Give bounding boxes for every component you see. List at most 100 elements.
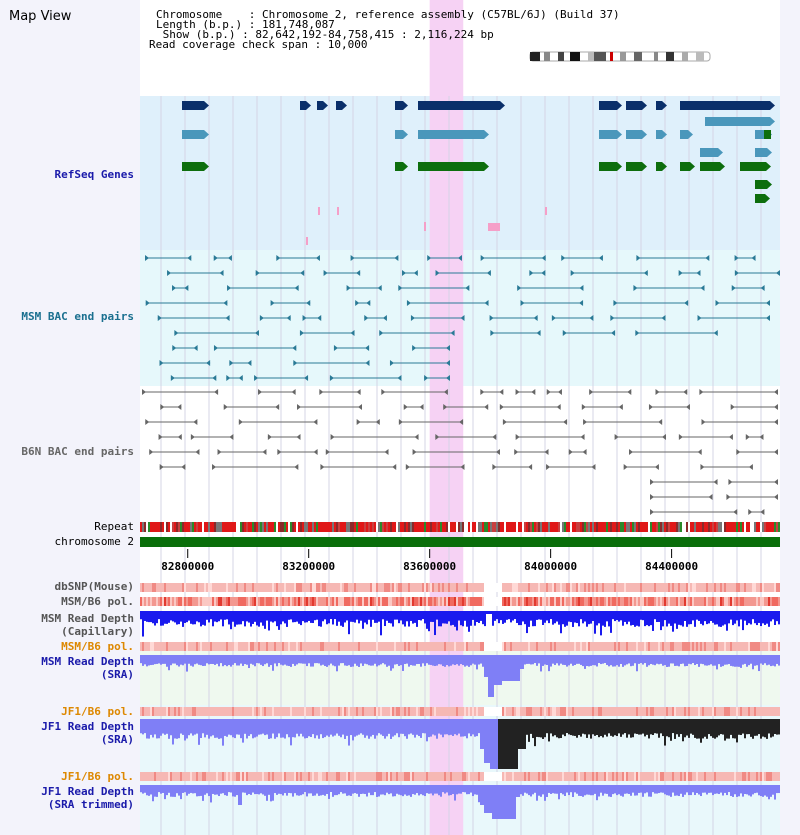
depth-bar [490, 785, 492, 813]
depth-bar [766, 785, 768, 797]
depth-bar [418, 785, 420, 796]
depth-bar [614, 611, 616, 622]
depth-bar [612, 785, 614, 795]
heat-cell [316, 772, 318, 781]
repeat-segment [214, 522, 216, 532]
heat-cell [292, 583, 294, 592]
heat-cell [358, 597, 360, 606]
heat-cell [356, 583, 358, 592]
depth-bar [528, 719, 530, 742]
heat-cell [370, 597, 372, 606]
track-label-b6n-bac[interactable]: B6N BAC end pairs [21, 445, 134, 458]
bac-end [212, 464, 217, 470]
depth-bar [482, 785, 484, 805]
heat-cell [396, 583, 398, 592]
repeat-segment [710, 522, 712, 532]
heat-cell [718, 642, 720, 651]
heat-cell [330, 642, 332, 651]
heat-cell [368, 772, 370, 781]
depth-bar [682, 785, 684, 797]
depth-bar [260, 611, 262, 623]
heat-cell [304, 583, 306, 592]
heat-cell [236, 772, 238, 781]
heat-gap [494, 707, 496, 716]
depth-bar [468, 655, 470, 667]
depth-bar [418, 719, 420, 737]
heat-cell [180, 583, 182, 592]
heat-cell [310, 707, 312, 716]
track-label-msm-bac[interactable]: MSM BAC end pairs [21, 310, 134, 323]
heat-cell [688, 772, 690, 781]
depth-bar [302, 785, 304, 795]
depth-bar [382, 611, 384, 620]
track-label-refseq[interactable]: RefSeq Genes [54, 168, 134, 181]
heat-cell [688, 642, 690, 651]
depth-bar [428, 611, 430, 632]
repeat-segment [264, 522, 266, 532]
heat-cell [536, 642, 538, 651]
heat-cell [590, 642, 592, 651]
depth-bar [672, 611, 674, 632]
depth-bar [458, 611, 460, 621]
depth-bar [174, 785, 176, 797]
depth-bar [702, 785, 704, 793]
heat-cell [546, 707, 548, 716]
repeat-segment [590, 522, 592, 532]
repeat-segment [386, 522, 388, 532]
bac-end [760, 285, 765, 291]
depth-bar [232, 785, 234, 797]
heat-cell [396, 642, 398, 651]
heat-cell [750, 707, 752, 716]
heat-cell [308, 707, 310, 716]
heat-cell [470, 583, 472, 592]
depth-bar [234, 655, 236, 664]
bac-end [356, 389, 361, 395]
heat-cell [180, 597, 182, 606]
depth-bar [284, 611, 286, 624]
depth-bar [698, 719, 700, 739]
heat-cell [772, 583, 774, 592]
depth-bar [250, 785, 252, 795]
heat-cell [190, 597, 192, 606]
heat-cell [190, 583, 192, 592]
heat-cell [666, 583, 668, 592]
bac-end [774, 404, 778, 410]
heat-cell [202, 707, 204, 716]
heat-cell [682, 707, 684, 716]
depth-bar [590, 611, 592, 624]
bac-end [613, 300, 618, 306]
depth-bar [186, 719, 188, 739]
depth-bar [516, 655, 518, 681]
heat-cell [346, 707, 348, 716]
heat-cell [670, 642, 672, 651]
depth-bar [250, 655, 252, 664]
depth-bar [724, 655, 726, 665]
bac-end [389, 360, 394, 366]
heat-cell [218, 597, 220, 606]
depth-bar [212, 719, 214, 736]
repeat-segment [620, 522, 622, 532]
heat-cell [404, 772, 406, 781]
heat-cell [610, 707, 612, 716]
depth-bar [338, 655, 340, 666]
gene-feature [656, 101, 662, 110]
heat-cell [516, 707, 518, 716]
heat-cell [568, 597, 570, 606]
depth-bar [346, 611, 348, 621]
depth-bar [196, 611, 198, 622]
repeat-segment [512, 522, 514, 532]
depth-bar [592, 655, 594, 666]
heat-cell [616, 707, 618, 716]
bac-end [650, 479, 654, 485]
bac-end [546, 389, 551, 395]
depth-bar [424, 611, 426, 624]
heat-cell [622, 707, 624, 716]
depth-bar [666, 611, 668, 627]
bac-end [697, 315, 702, 321]
heat-cell [430, 597, 432, 606]
repeat-segment [304, 522, 306, 532]
heat-cell [534, 642, 536, 651]
bac-end [581, 404, 586, 410]
heat-cell [310, 642, 312, 651]
